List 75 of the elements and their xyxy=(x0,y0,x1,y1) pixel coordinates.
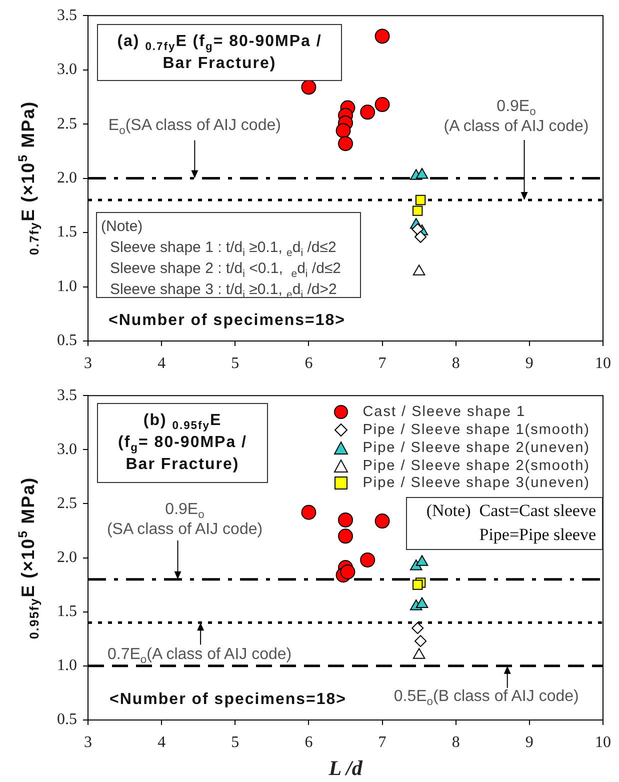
title-box: (b) $_{0.95fy}$E (f$_{g}$= 80-90MPa / Bar Fracture) xyxy=(97,403,268,483)
x-tick-label: 8 xyxy=(452,354,460,372)
point xyxy=(412,264,426,276)
legend-label: Pipe / Sleeve shape 2(uneven) xyxy=(362,440,590,456)
x-tick-label: 7 xyxy=(378,734,386,751)
point xyxy=(412,648,426,659)
x-tick-label: 3 xyxy=(84,734,92,751)
annotation: (Note) Cast=Cast sleeve xyxy=(425,500,596,522)
x-tick-label: 9 xyxy=(525,354,534,372)
point xyxy=(338,512,353,528)
point xyxy=(374,97,390,112)
point xyxy=(374,28,390,44)
x-tick-label: 5 xyxy=(231,734,240,751)
annotation: <Number of specimens=18> xyxy=(110,690,346,710)
point xyxy=(338,528,353,544)
x-tick-label: 3 xyxy=(84,354,92,372)
point xyxy=(360,104,376,120)
y-tick-label: 1.0 xyxy=(57,278,77,295)
y-tick-label: 3.0 xyxy=(57,440,77,458)
x-tick-label: 10 xyxy=(595,354,611,372)
legend-label: Pipe / Sleeve shape 2(smooth) xyxy=(362,458,590,474)
legend-label: Cast / Sleeve shape 1 xyxy=(362,404,526,420)
point xyxy=(336,123,351,138)
annotation: 0.9E$_{o}$ (SA class of AIJ code) xyxy=(106,500,263,540)
annotation: Sleeve shape 1 : t/d$_{i}$ ≥0.1, $_{e}$d$_{i}$ /d≤2 xyxy=(109,238,338,259)
x-tick-label: 6 xyxy=(304,734,313,751)
point xyxy=(412,622,424,634)
point xyxy=(412,223,424,236)
point xyxy=(338,136,353,152)
point xyxy=(412,206,423,216)
point xyxy=(416,597,428,608)
point xyxy=(416,555,428,566)
x-tick-label: 9 xyxy=(525,734,534,751)
point xyxy=(412,580,423,590)
point xyxy=(374,514,390,529)
y-tick-label: 3.0 xyxy=(57,61,77,78)
annotation: E$_{o}$(SA class of AIJ code) xyxy=(108,116,281,138)
annotation: Pipe=Pipe sleeve xyxy=(478,524,596,546)
y-tick-label: 3.5 xyxy=(57,6,77,24)
y-tick-label: 1.5 xyxy=(57,224,77,241)
note-box: (Note) Cast=Cast sleeve Pipe=Pipe sleeve xyxy=(406,497,603,550)
y-tick-label: 0.5 xyxy=(57,332,77,350)
point xyxy=(360,552,376,568)
y-tick-label: 3.5 xyxy=(57,386,77,404)
x-tick-label: 5 xyxy=(231,354,240,372)
legend-label: Pipe / Sleeve shape 3(uneven) xyxy=(362,475,590,492)
y-tick-label: 2.5 xyxy=(57,494,77,512)
legend-label: Pipe / Sleeve shape 1(smooth) xyxy=(362,422,590,438)
title-box: (a) $_{0.7fy}$E (f$_{g}$= 80-90MPa / Bar Fracture) xyxy=(97,24,342,81)
x-tick-label: 8 xyxy=(452,734,460,751)
annotation: 0.9E$_{o}$ (A class of AIJ code) xyxy=(444,96,589,137)
x-axis-title: L /d xyxy=(328,756,363,780)
y-tick-label: 2.5 xyxy=(57,115,77,132)
point xyxy=(340,564,356,580)
y-tick-label: 2.0 xyxy=(57,549,77,566)
point xyxy=(301,80,316,95)
point xyxy=(301,504,316,520)
annotation: 0.7E$_{o}$(A class of AIJ code) xyxy=(108,644,292,666)
annotation: Sleeve shape 2 : t/d$_{i}$ <0.1, $_{e}$d$_{i}$ /d≤2 xyxy=(109,259,342,280)
annotation: <Number of specimens=18> xyxy=(108,311,346,331)
point xyxy=(416,168,428,179)
y-tick-label: 1.5 xyxy=(57,603,77,620)
y-tick-label: 1.0 xyxy=(57,657,77,674)
x-tick-label: 7 xyxy=(378,354,386,372)
point xyxy=(414,230,427,243)
annotation: (Note) xyxy=(100,217,144,237)
point xyxy=(414,635,427,648)
x-tick-label: 4 xyxy=(158,354,166,372)
y-tick-label: 2.0 xyxy=(57,170,77,187)
y-tick-label: 0.5 xyxy=(57,711,77,728)
point xyxy=(415,194,426,206)
x-tick-label: 6 xyxy=(304,354,313,372)
annotation: 0.5E$_{o}$(B class of AIJ code) xyxy=(394,686,579,708)
x-tick-label: 4 xyxy=(158,734,166,751)
x-tick-label: 10 xyxy=(595,734,611,751)
